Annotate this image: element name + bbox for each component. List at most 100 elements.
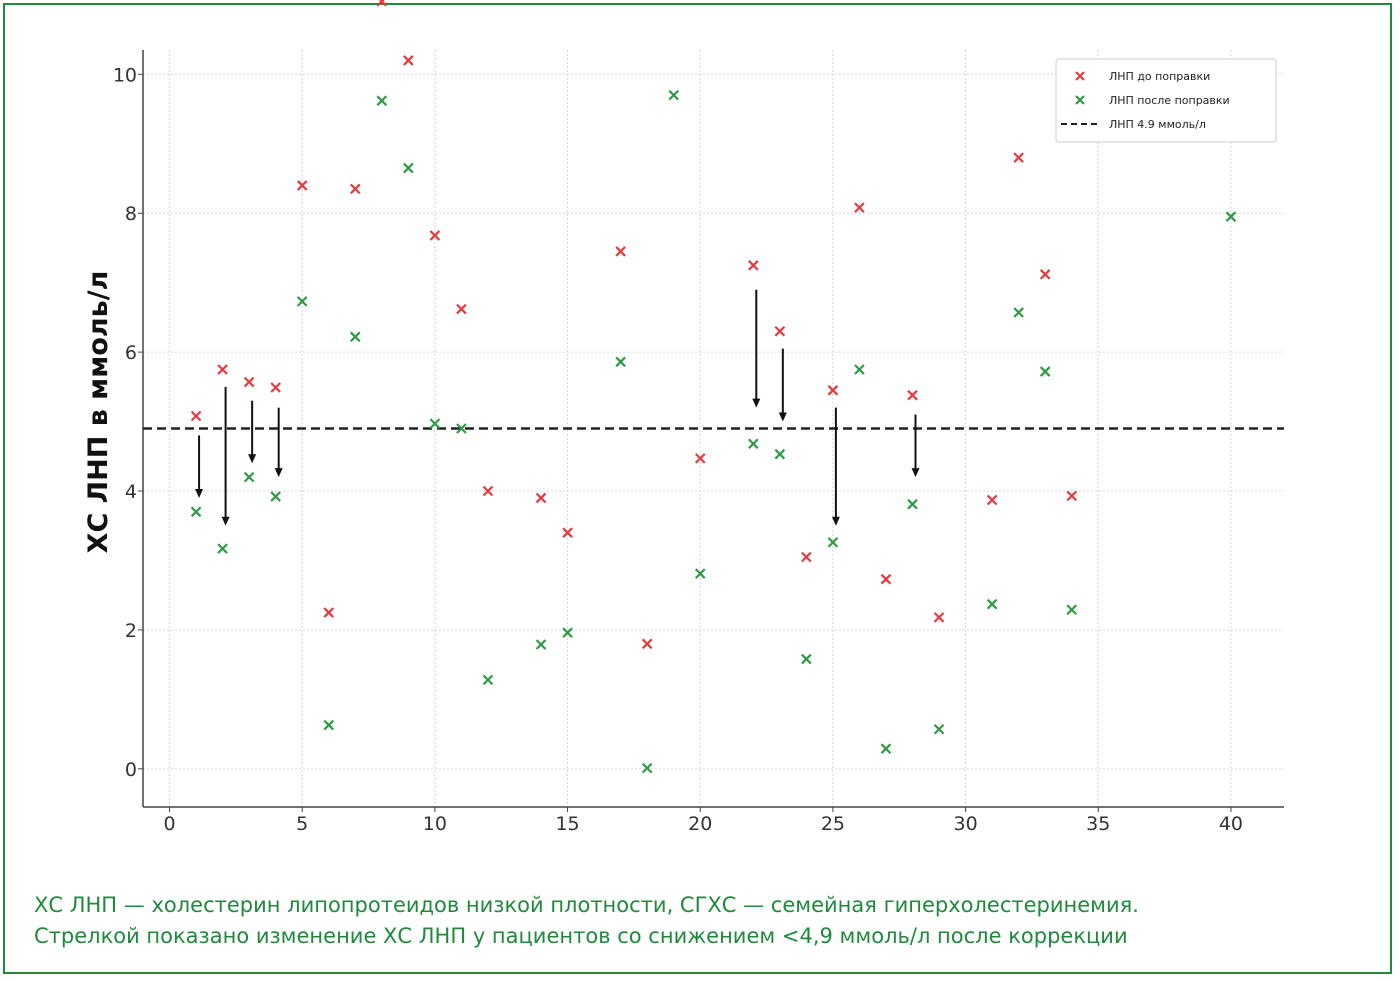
point-before <box>907 389 918 401</box>
point-after <box>986 598 998 610</box>
marker-stroke <box>774 448 786 460</box>
marker-stroke <box>456 303 467 315</box>
marker-stroke <box>296 180 308 191</box>
marker-stroke <box>535 639 547 650</box>
point-after <box>801 653 812 665</box>
x-tick-label: 0 <box>163 813 175 835</box>
point-before <box>615 246 626 257</box>
point-before <box>296 180 308 191</box>
point-after <box>615 356 626 368</box>
marker-stroke <box>774 325 786 337</box>
marker-stroke <box>827 537 839 548</box>
point-before <box>1039 269 1051 280</box>
marker-stroke <box>641 638 653 650</box>
y-tick-label: 6 <box>125 342 137 364</box>
x-tick-label: 40 <box>1219 813 1243 835</box>
point-after <box>854 364 865 375</box>
point-before <box>880 573 892 585</box>
x-tick-label: 15 <box>555 813 579 835</box>
point-before <box>748 260 759 271</box>
point-before <box>933 612 945 623</box>
point-after <box>403 162 414 174</box>
correction-arrow <box>911 414 920 478</box>
marker-stroke <box>482 485 494 497</box>
point-after <box>694 568 706 579</box>
point-before <box>827 385 839 396</box>
marker-stroke <box>376 95 388 106</box>
marker-stroke <box>403 55 414 66</box>
marker-stroke <box>907 498 918 510</box>
marker-stroke <box>1039 269 1051 280</box>
marker-stroke <box>190 410 202 422</box>
x-tick-label: 20 <box>688 813 712 835</box>
marker-stroke <box>615 356 626 368</box>
marker-stroke <box>270 382 281 393</box>
legend-box <box>1055 58 1277 143</box>
y-tick-label: 8 <box>125 203 137 225</box>
marker-stroke <box>1225 211 1237 222</box>
marker-stroke <box>1075 95 1085 105</box>
x-tick-label: 35 <box>1086 813 1110 835</box>
arrow-head <box>831 516 840 526</box>
marker-stroke <box>615 246 626 257</box>
marker-stroke <box>801 653 812 665</box>
point-before <box>1066 490 1077 502</box>
legend-marker <box>1075 71 1085 81</box>
marker-stroke <box>1013 152 1024 163</box>
point-after <box>535 639 547 650</box>
marker-stroke <box>217 543 228 554</box>
point-after <box>376 95 388 106</box>
marker-stroke <box>562 627 573 638</box>
marker-stroke <box>748 260 759 271</box>
marker-stroke <box>403 162 414 174</box>
marker-stroke <box>694 453 706 464</box>
correction-arrow <box>274 407 283 478</box>
scatter-chart: 0 5 10 15 20 25 30 35 40 0 2 4 6 8 10 ХС ЛНП в ммоль/л… <box>83 0 1284 835</box>
correction-arrow <box>248 400 257 464</box>
point-after <box>190 506 202 518</box>
arrow-head <box>248 454 257 464</box>
x-tick-label: 25 <box>821 813 845 835</box>
point-before <box>270 382 281 393</box>
marker-stroke <box>854 364 865 375</box>
arrow-head <box>778 412 787 422</box>
point-after <box>1013 307 1024 318</box>
legend: ЛНП до поправки ЛНП после поправки ЛНП 4.9… <box>1055 58 1277 143</box>
point-before <box>482 485 494 497</box>
arrow-head <box>911 468 920 478</box>
point-after <box>323 719 335 731</box>
point-before <box>376 0 388 7</box>
marker-stroke <box>429 418 441 429</box>
y-tick-label: 0 <box>125 759 137 781</box>
legend-label: ЛНП до поправки <box>1109 70 1210 83</box>
x-tick-label: 30 <box>953 813 977 835</box>
legend-marker <box>1075 95 1085 105</box>
marker-stroke <box>429 230 441 241</box>
marker-stroke <box>880 573 892 585</box>
correction-arrow <box>831 407 840 526</box>
marker-stroke <box>217 364 228 375</box>
point-before <box>403 55 414 66</box>
point-after <box>350 331 361 343</box>
point-before <box>562 527 573 538</box>
y-tick-label: 2 <box>125 620 137 642</box>
marker-stroke <box>1066 490 1077 502</box>
point-before <box>801 551 812 563</box>
figure-frame <box>3 3 1392 974</box>
marker-stroke <box>1013 307 1024 318</box>
y-tick-label: 10 <box>113 64 137 86</box>
marker-stroke <box>933 723 945 735</box>
point-before <box>1013 152 1024 163</box>
x-tick-label: 10 <box>423 813 447 835</box>
point-after <box>243 471 255 483</box>
caption-line-1: ХС ЛНП — холестерин липопротеидов низкой… <box>34 893 1139 917</box>
point-after <box>668 89 679 101</box>
tick-labels: 0 5 10 15 20 25 30 35 40 0 2 4 6 8 10 <box>113 64 1243 835</box>
point-before <box>350 183 361 195</box>
x-tick-label: 5 <box>296 813 308 835</box>
marker-stroke <box>243 471 255 483</box>
point-before <box>694 453 706 464</box>
marker-stroke <box>641 762 653 774</box>
marker-stroke <box>243 376 255 388</box>
point-before <box>535 492 547 504</box>
